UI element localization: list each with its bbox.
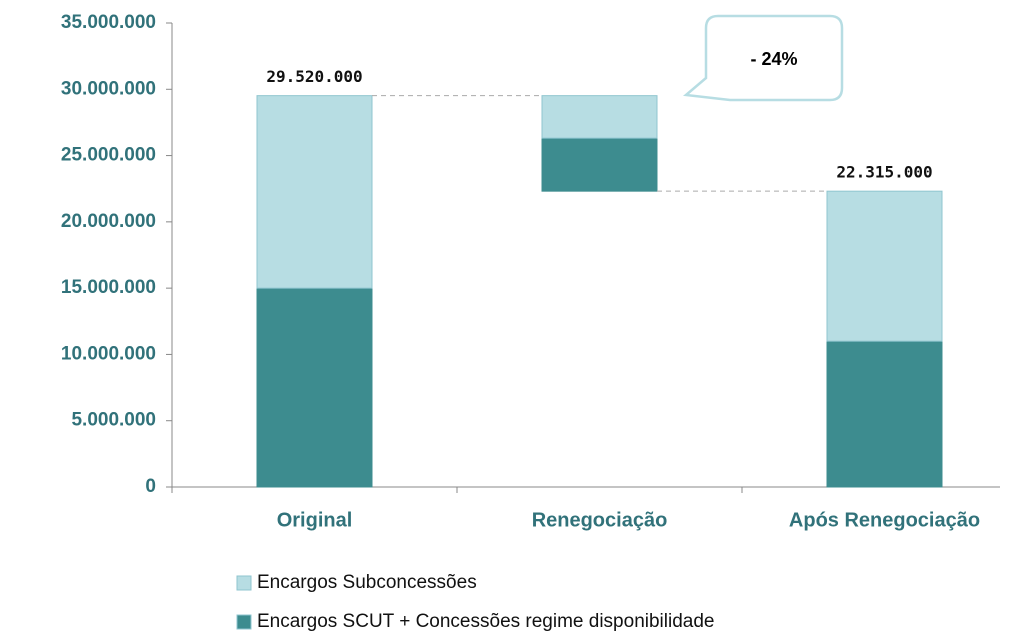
total-label: 29.520.000 (266, 67, 362, 86)
x-tick-label: Original (277, 509, 353, 531)
y-tick-label: 5.000.000 (71, 410, 156, 431)
y-tick-label: 10.000.000 (61, 343, 156, 364)
bar-segment (826, 190, 943, 342)
x-tick-label: Após Renegociação (789, 509, 980, 531)
total-label: 22.315.000 (836, 163, 932, 182)
bar-segment (541, 137, 658, 192)
y-tick-label: 30.000.000 (61, 78, 156, 99)
bar-segment (256, 287, 373, 488)
x-tick-label: Renegociação (532, 509, 668, 531)
annotation: - 24% (750, 49, 797, 69)
y-tick-label: 20.000.000 (61, 211, 156, 232)
y-tick-label: 15.000.000 (61, 277, 156, 298)
legend-swatch (236, 614, 252, 630)
callout (682, 14, 844, 102)
legend-swatch (236, 575, 252, 591)
bar-segment (541, 95, 658, 139)
y-tick-label: 0 (145, 476, 156, 497)
bar-segment (256, 95, 373, 289)
y-tick-label: 25.000.000 (61, 145, 156, 166)
legend-label: Encargos Subconcessões (257, 572, 477, 593)
bar-segment (826, 340, 943, 488)
legend-label: Encargos SCUT + Concessões regime dispon… (257, 611, 714, 632)
y-tick-label: 35.000.000 (61, 12, 156, 33)
